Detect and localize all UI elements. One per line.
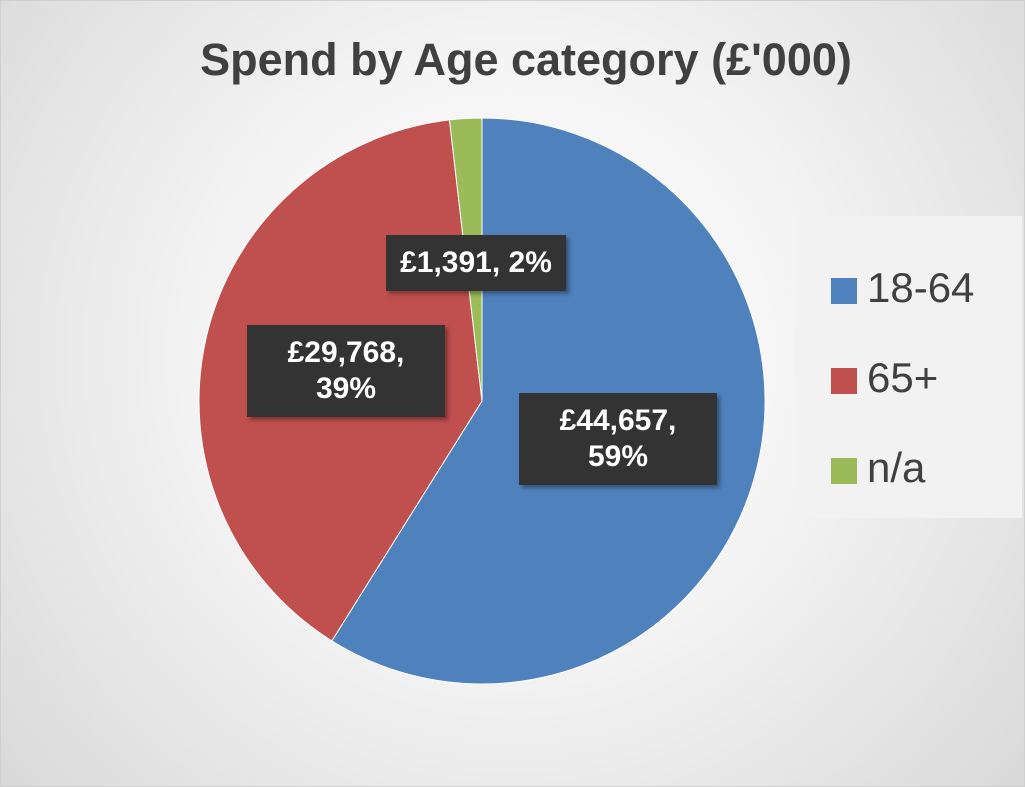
- data-label: £1,391, 2%: [386, 235, 566, 291]
- legend-swatch: [831, 278, 857, 304]
- legend-label: 18-64: [867, 264, 974, 311]
- chart-title: Spend by Age category (£'000): [200, 34, 852, 85]
- legend-label: 65+: [867, 354, 938, 401]
- data-label: £44,657, 59%: [519, 393, 717, 485]
- legend-swatch: [831, 368, 857, 394]
- legend-swatch: [831, 458, 857, 484]
- legend-label: n/a: [867, 444, 926, 491]
- data-label: £29,768, 39%: [247, 325, 445, 417]
